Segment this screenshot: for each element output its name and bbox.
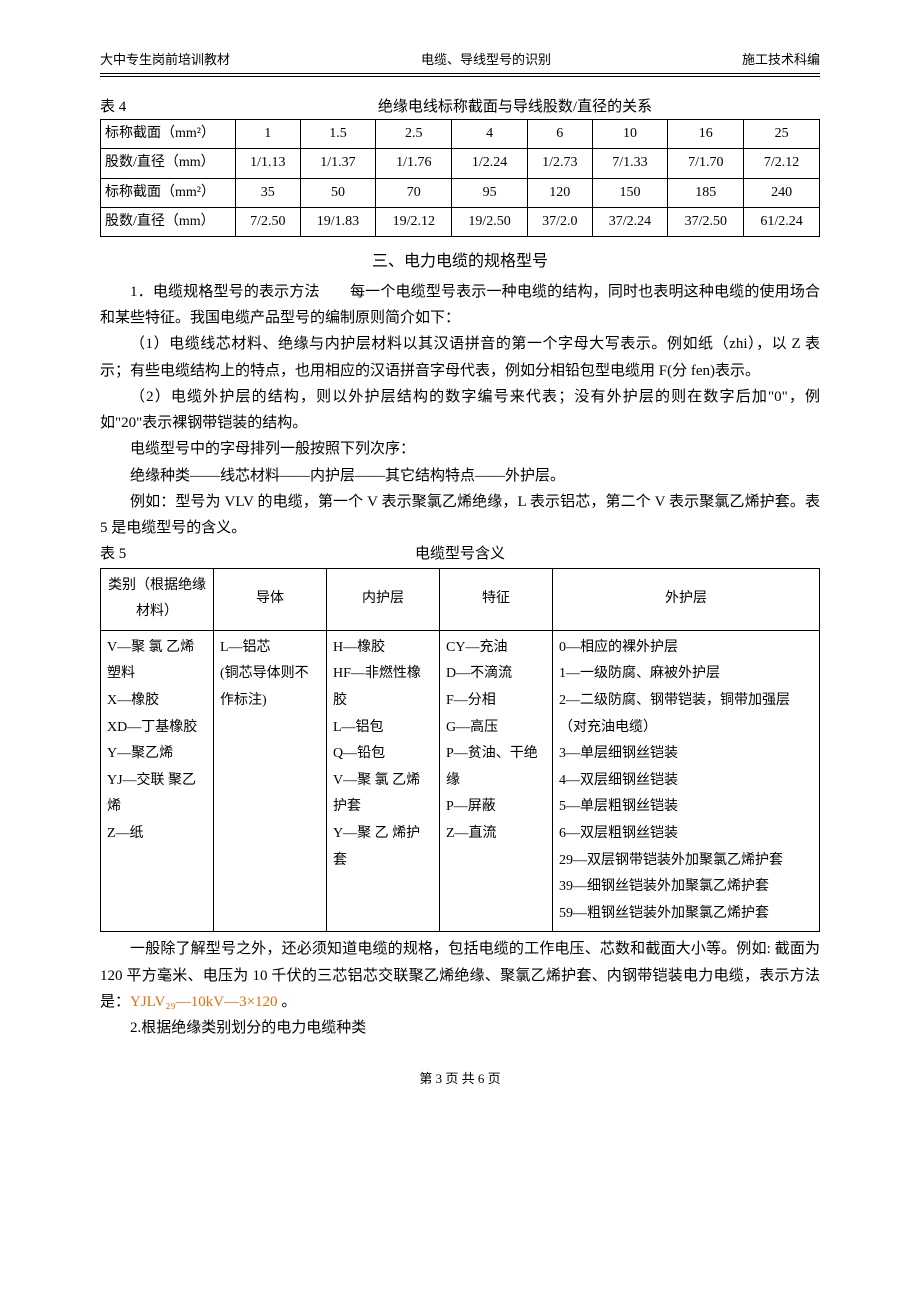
- t5-c2: L—铝芯(铜芯导体则不作标注): [214, 630, 327, 932]
- t4-cell: 1/1.13: [236, 149, 301, 178]
- t5-h1: 类别（根据绝缘材料）: [101, 568, 214, 630]
- t4-cell: 70: [376, 178, 452, 207]
- t4-cell: 1: [236, 119, 301, 148]
- t4-cell: 150: [592, 178, 668, 207]
- table-row: 标称截面（mm²） 1 1.5 2.5 4 6 10 16 25: [101, 119, 820, 148]
- t5-c5: 0—相应的裸外护层1—一级防腐、麻被外护层2—二级防腐、钢带铠装，铜带加强层（对…: [553, 630, 820, 932]
- t5-c1: V—聚 氯 乙烯塑料X—橡胶XD—丁基橡胶Y—聚乙烯YJ—交联 聚乙烯Z—纸: [101, 630, 214, 932]
- t4-r4-label: 股数/直径（mm）: [101, 207, 236, 236]
- t4-cell: 37/2.0: [527, 207, 592, 236]
- t4-cell: 1/1.76: [376, 149, 452, 178]
- t4-cell: 1/1.37: [300, 149, 376, 178]
- header-center: 电缆、导线型号的识别: [421, 50, 551, 71]
- table5-title: 电缆型号含义: [260, 541, 820, 567]
- para-3: （2）电缆外护层的结构，则以外护层结构的数字编号来代表；没有外护层的则在数字后加…: [100, 384, 820, 437]
- table-row: 股数/直径（mm） 7/2.50 19/1.83 19/2.12 19/2.50…: [101, 207, 820, 236]
- t4-cell: 19/2.50: [452, 207, 528, 236]
- t5-c3: H—橡胶HF—非燃性橡胶L—铝包Q—铅包V—聚 氯 乙烯护套Y—聚 乙 烯护套: [327, 630, 440, 932]
- header-rule: [100, 73, 820, 77]
- table4-label: 表 4: [100, 95, 210, 119]
- t4-r1-label: 标称截面（mm²）: [101, 119, 236, 148]
- t4-cell: 1/2.24: [452, 149, 528, 178]
- t4-r2-label: 股数/直径（mm）: [101, 149, 236, 178]
- t5-h3: 内护层: [327, 568, 440, 630]
- table4-title: 绝缘电线标称截面与导线股数/直径的关系: [210, 95, 820, 119]
- t4-cell: 19/2.12: [376, 207, 452, 236]
- para7-end: 。: [278, 994, 297, 1010]
- t5-h2: 导体: [214, 568, 327, 630]
- t4-r3-label: 标称截面（mm²）: [101, 178, 236, 207]
- t4-cell: 185: [668, 178, 744, 207]
- header-left: 大中专生岗前培训教材: [100, 50, 230, 71]
- t4-cell: 7/2.50: [236, 207, 301, 236]
- t4-cell: 50: [300, 178, 376, 207]
- para-1: 1．电缆规格型号的表示方法 每一个电缆型号表示一种电缆的结构，同时也表明这种电缆…: [100, 279, 820, 332]
- section3-title: 三、电力电缆的规格型号: [100, 249, 820, 275]
- t4-cell: 7/1.70: [668, 149, 744, 178]
- t5-c4: CY—充油D—不滴流F—分相G—高压P—贫油、干绝缘P—屏蔽Z—直流: [440, 630, 553, 932]
- t4-cell: 2.5: [376, 119, 452, 148]
- cable-code-highlight: YJLV₂₉—10kV—3×120: [130, 994, 278, 1010]
- table4: 标称截面（mm²） 1 1.5 2.5 4 6 10 16 25 股数/直径（m…: [100, 119, 820, 238]
- table-row: 标称截面（mm²） 35 50 70 95 120 150 185 240: [101, 178, 820, 207]
- t4-cell: 19/1.83: [300, 207, 376, 236]
- t4-cell: 1/2.73: [527, 149, 592, 178]
- t4-cell: 16: [668, 119, 744, 148]
- table-row: 类别（根据绝缘材料） 导体 内护层 特征 外护层: [101, 568, 820, 630]
- t4-cell: 37/2.50: [668, 207, 744, 236]
- t4-cell: 240: [744, 178, 820, 207]
- page-footer: 第 3 页 共 6 页: [100, 1069, 820, 1090]
- table-row: V—聚 氯 乙烯塑料X—橡胶XD—丁基橡胶Y—聚乙烯YJ—交联 聚乙烯Z—纸 L…: [101, 630, 820, 932]
- t4-cell: 1.5: [300, 119, 376, 148]
- t5-h4: 特征: [440, 568, 553, 630]
- para-5: 绝缘种类——线芯材料——内护层——其它结构特点——外护层。: [100, 463, 820, 489]
- table-row: 股数/直径（mm） 1/1.13 1/1.37 1/1.76 1/2.24 1/…: [101, 149, 820, 178]
- t4-cell: 25: [744, 119, 820, 148]
- para-6: 例如：型号为 VLV 的电缆，第一个 V 表示聚氯乙烯绝缘，L 表示铝芯，第二个…: [100, 489, 820, 542]
- para-4: 电缆型号中的字母排列一般按照下列次序：: [100, 436, 820, 462]
- t4-cell: 35: [236, 178, 301, 207]
- table5: 类别（根据绝缘材料） 导体 内护层 特征 外护层 V—聚 氯 乙烯塑料X—橡胶X…: [100, 568, 820, 933]
- t4-cell: 7/1.33: [592, 149, 668, 178]
- t5-h5: 外护层: [553, 568, 820, 630]
- t4-cell: 95: [452, 178, 528, 207]
- t4-cell: 10: [592, 119, 668, 148]
- t4-cell: 61/2.24: [744, 207, 820, 236]
- t4-cell: 6: [527, 119, 592, 148]
- t4-cell: 120: [527, 178, 592, 207]
- t4-cell: 7/2.12: [744, 149, 820, 178]
- t4-cell: 4: [452, 119, 528, 148]
- table5-label: 表 5: [100, 541, 260, 567]
- para-2: （1）电缆线芯材料、绝缘与内护层材料以其汉语拼音的第一个字母大写表示。例如纸（z…: [100, 331, 820, 384]
- header-right: 施工技术科编: [742, 50, 820, 71]
- t4-cell: 37/2.24: [592, 207, 668, 236]
- para-8: 2.根据绝缘类别划分的电力电缆种类: [100, 1015, 820, 1041]
- para-7: 一般除了解型号之外，还必须知道电缆的规格，包括电缆的工作电压、芯数和截面大小等。…: [100, 936, 820, 1015]
